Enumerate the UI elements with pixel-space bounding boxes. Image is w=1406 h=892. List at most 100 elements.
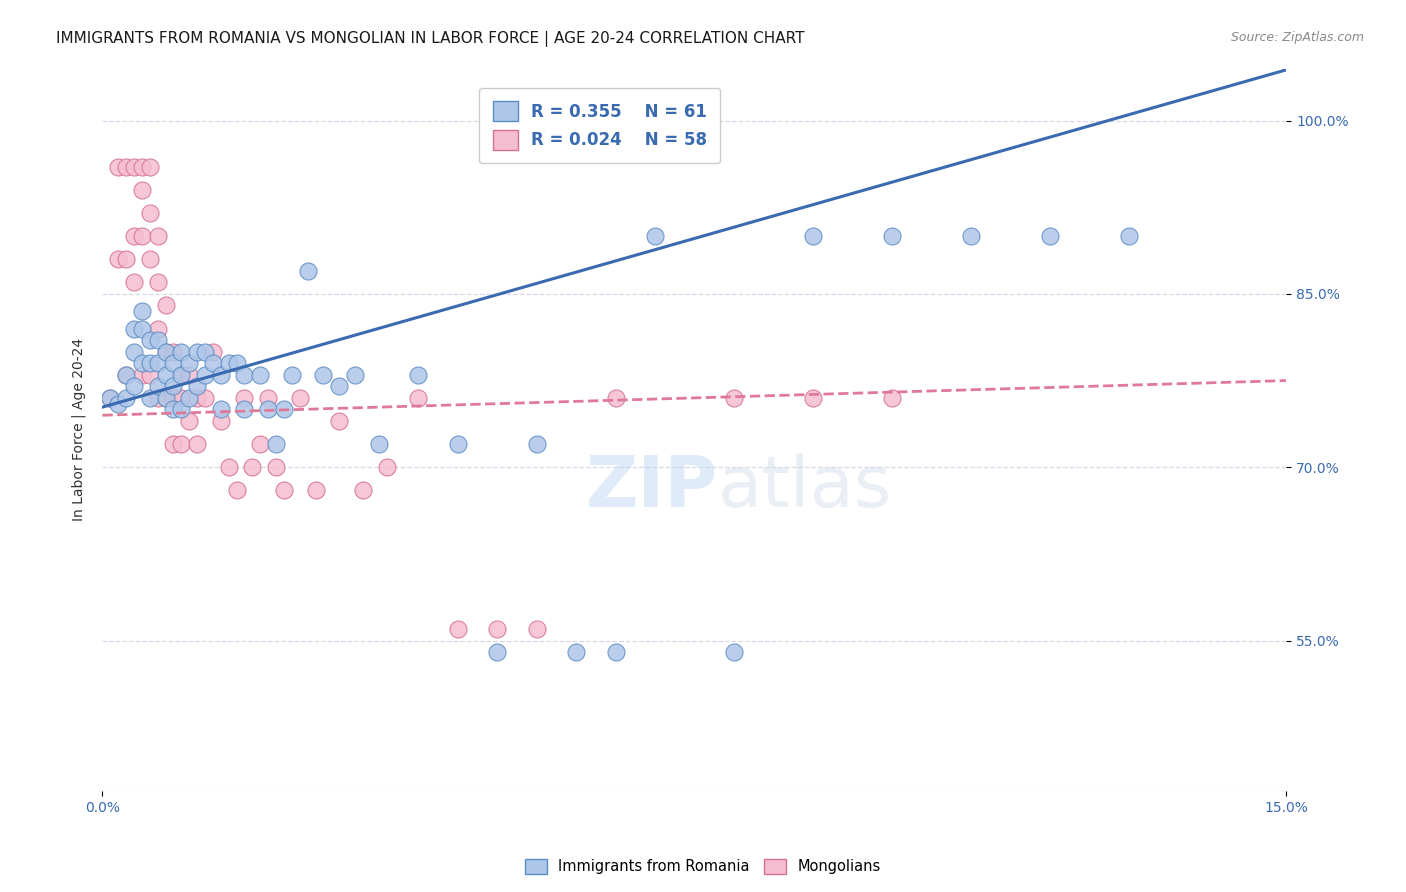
Point [179,368,201,382]
Text: IMMIGRANTS FROM ROMANIA VS MONGOLIAN IN LABOR FORCE | AGE 20-24 CORRELATION CHAR: IMMIGRANTS FROM ROMANIA VS MONGOLIAN IN … [56,31,804,47]
Point [170,402,193,417]
Point [131,183,153,197]
Point [194,391,217,405]
Point [273,402,295,417]
Point [486,645,509,659]
Point [801,391,824,405]
Point [249,368,271,382]
Point [98,391,121,405]
Point [1039,229,1062,244]
Point [1118,229,1140,244]
Point [186,391,208,405]
Point [139,160,162,174]
Legend: R = 0.355    N = 61, R = 0.024    N = 58: R = 0.355 N = 61, R = 0.024 N = 58 [479,87,720,163]
Point [146,229,169,244]
Point [162,402,184,417]
Point [131,160,153,174]
Point [225,356,247,370]
Point [155,368,177,382]
Point [115,368,138,382]
Point [297,264,319,278]
Point [122,160,145,174]
Point [107,160,129,174]
Point [115,160,138,174]
Point [122,229,145,244]
Point [155,391,177,405]
Point [115,368,138,382]
Point [446,437,468,451]
Point [406,368,429,382]
Point [605,391,627,405]
Point [209,414,232,428]
Point [146,321,169,335]
Point [273,483,295,498]
Point [257,402,280,417]
Point [367,437,389,451]
Point [131,304,153,318]
Point [605,645,627,659]
Point [155,344,177,359]
Point [107,397,129,411]
Point [194,344,217,359]
Point [179,356,201,370]
Point [131,229,153,244]
Point [131,356,153,370]
Text: atlas: atlas [718,453,893,522]
Point [375,460,398,475]
Point [146,391,169,405]
Point [352,483,374,498]
Point [139,252,162,267]
Point [186,437,208,451]
Point [131,321,153,335]
Text: Source: ZipAtlas.com: Source: ZipAtlas.com [1230,31,1364,45]
Point [257,391,280,405]
Point [343,368,366,382]
Point [162,437,184,451]
Point [233,402,256,417]
Point [107,252,129,267]
Point [264,437,287,451]
Point [122,379,145,393]
Point [218,356,240,370]
Point [880,229,903,244]
Point [139,391,162,405]
Point [526,437,548,451]
Point [170,344,193,359]
Point [959,229,981,244]
Point [162,391,184,405]
Point [115,391,138,405]
Point [406,391,429,405]
Point [304,483,326,498]
Point [98,391,121,405]
Point [162,344,184,359]
Point [155,391,177,405]
Point [115,252,138,267]
Point [281,368,304,382]
Point [233,391,256,405]
Point [122,344,145,359]
Point [201,356,224,370]
Point [186,379,208,393]
Point [801,229,824,244]
Point [328,379,350,393]
Point [179,414,201,428]
Y-axis label: In Labor Force | Age 20-24: In Labor Force | Age 20-24 [72,338,86,521]
Point [723,391,745,405]
Point [139,356,162,370]
Point [162,379,184,393]
Point [155,344,177,359]
Point [186,344,208,359]
Point [179,391,201,405]
Point [723,645,745,659]
Point [880,391,903,405]
Legend: Immigrants from Romania, Mongolians: Immigrants from Romania, Mongolians [519,853,887,880]
Point [486,622,509,636]
Point [146,356,169,370]
Point [146,276,169,290]
Point [201,344,224,359]
Point [146,333,169,347]
Point [170,391,193,405]
Text: ZIP: ZIP [586,453,718,522]
Point [233,368,256,382]
Point [170,368,193,382]
